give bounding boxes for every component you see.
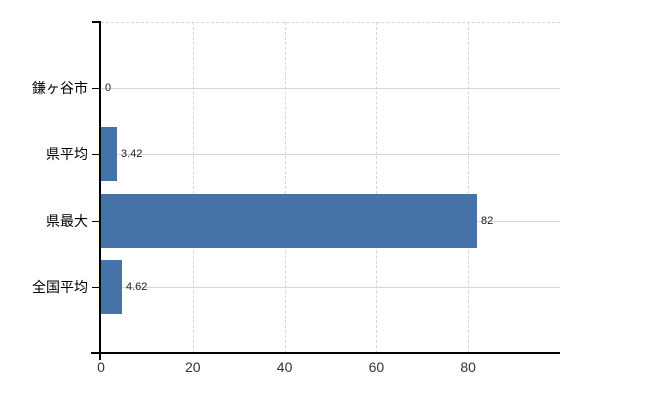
category-label: 全国平均 xyxy=(32,278,88,295)
bar-value-label: 0 xyxy=(105,82,112,95)
x-axis-tick-label: 20 xyxy=(185,359,201,375)
bar xyxy=(101,193,477,248)
horizontal-gridline xyxy=(101,154,560,156)
x-axis-tick-label: 40 xyxy=(276,359,293,375)
category-label: 県最大 xyxy=(46,212,88,229)
category-tick xyxy=(92,88,100,90)
x-axis-tick-label: 80 xyxy=(460,359,476,375)
x-axis-tick-label: 60 xyxy=(368,359,385,375)
vertical-gridline xyxy=(468,22,470,353)
y-axis-line xyxy=(99,22,101,360)
category-tick xyxy=(92,286,100,288)
horizontal-gridline xyxy=(101,286,560,288)
horizontal-gridline xyxy=(101,88,560,90)
category-label: 県平均 xyxy=(46,146,88,163)
bar-value-label: 82 xyxy=(481,214,494,227)
category-tick xyxy=(92,220,100,222)
category-tick xyxy=(92,154,100,156)
y-axis-top-tick xyxy=(92,21,101,23)
category-label: 鎌ヶ谷市 xyxy=(32,80,88,97)
bar-value-label: 3.42 xyxy=(121,148,143,161)
x-axis-line xyxy=(91,352,560,354)
plot-top-border xyxy=(101,22,560,23)
vertical-gridline xyxy=(376,22,378,353)
x-axis-tick-label: 0 xyxy=(97,359,105,375)
bar xyxy=(101,259,122,314)
vertical-gridline xyxy=(192,22,194,353)
bar-value-label: 4.62 xyxy=(126,280,148,293)
bar xyxy=(101,127,117,182)
vertical-gridline xyxy=(284,22,286,353)
